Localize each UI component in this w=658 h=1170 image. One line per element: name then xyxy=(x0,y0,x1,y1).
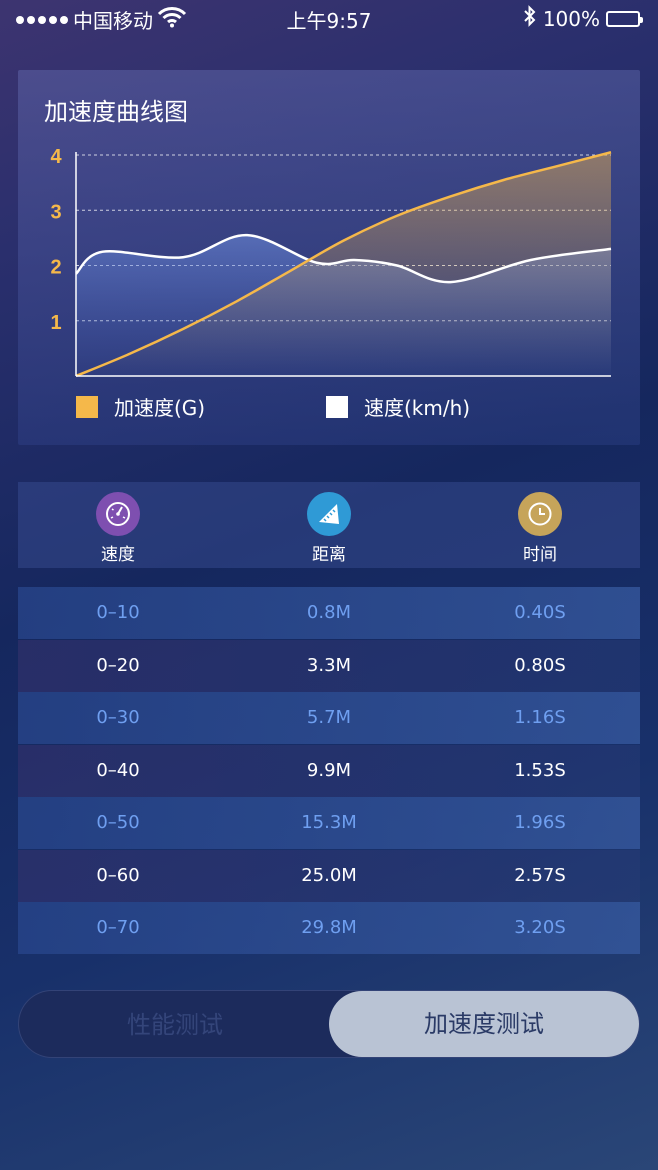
table-row: 0–70 29.8M 3.20S xyxy=(18,902,640,954)
tab-time[interactable]: 时间 xyxy=(490,492,590,565)
speed-line xyxy=(75,233,612,284)
chart-legend: 加速度(G) 速度(km/h) xyxy=(18,392,640,422)
time-cell: 0.80S xyxy=(514,655,566,676)
acceleration-table: 0–10 0.8M 0.40S 0–20 3.3M 0.80S 0–30 5.7… xyxy=(18,587,640,954)
carrier-name: 中国移动 xyxy=(73,9,153,33)
battery-icon xyxy=(606,10,643,27)
acceleration-area xyxy=(76,152,611,376)
time-cell: 1.53S xyxy=(514,760,566,781)
speed-cell: 0–30 xyxy=(96,707,140,728)
y-tick-label: 3 xyxy=(50,201,61,223)
status-bar: 中国移动 上午9:57 100% xyxy=(0,0,658,36)
distance-cell: 0.8M xyxy=(306,602,352,623)
distance-cell: 5.7M xyxy=(306,707,352,728)
time-cell: 0.40S xyxy=(514,602,566,623)
acceleration-line xyxy=(75,151,612,378)
table-row: 0–50 15.3M 1.96S xyxy=(18,797,640,849)
table-row: 0–30 5.7M 1.16S xyxy=(18,692,640,744)
speed-cell: 0–70 xyxy=(96,917,140,938)
distance-cell: 9.9M xyxy=(306,760,352,781)
time-cell: 1.96S xyxy=(514,812,566,833)
speed-cell: 0–60 xyxy=(96,865,140,886)
time-cell: 1.16S xyxy=(514,707,566,728)
distance-cell: 15.3M xyxy=(301,812,357,833)
speed-cell: 0–20 xyxy=(96,655,140,676)
tab-distance[interactable]: 距离 xyxy=(279,492,379,565)
status-time: 上午9:57 xyxy=(286,9,372,33)
distance-cell: 25.0M xyxy=(301,865,357,886)
speed-cell: 0–10 xyxy=(96,602,140,623)
legend-label-speed: 速度(km/h) xyxy=(364,396,471,420)
time-cell: 2.57S xyxy=(514,865,566,886)
speed-cell: 0–40 xyxy=(96,760,140,781)
legend-swatch-speed xyxy=(326,395,348,418)
legend-label-acceleration: 加速度(G) xyxy=(114,396,206,420)
test-mode-segmented-control: 性能测试 加速度测试 xyxy=(18,990,640,1058)
chart-title: 加速度曲线图 xyxy=(44,98,188,126)
table-row: 0–40 9.9M 1.53S xyxy=(18,745,640,797)
tab-speed[interactable]: 速度 xyxy=(68,492,168,565)
acceleration-chart-card: 加速度曲线图 1 2 3 4 加速度(G) 速度(km/h) xyxy=(18,70,640,445)
acceleration-test-button[interactable]: 加速度测试 xyxy=(329,991,639,1057)
speedometer-icon xyxy=(96,492,140,536)
speed-cell: 0–50 xyxy=(96,812,140,833)
ruler-icon xyxy=(307,492,351,536)
performance-test-button[interactable]: 性能测试 xyxy=(127,1011,223,1039)
table-row: 0–60 25.0M 2.57S xyxy=(18,850,640,902)
legend-item-speed: 速度(km/h) xyxy=(326,392,470,421)
clock-icon xyxy=(518,492,562,536)
signal-strength-icon xyxy=(16,15,68,24)
legend-item-acceleration: 加速度(G) xyxy=(76,392,205,421)
status-right: 100% xyxy=(523,5,643,32)
wifi-icon xyxy=(157,6,187,33)
bluetooth-icon xyxy=(523,5,537,32)
distance-cell: 3.3M xyxy=(306,655,352,676)
metric-header-bar: 速度 距离 时间 xyxy=(18,482,640,568)
status-left: 中国移动 xyxy=(16,5,187,34)
table-row: 0–20 3.3M 0.80S xyxy=(18,640,640,692)
y-tick-label: 2 xyxy=(50,257,61,279)
acceleration-chart: 1 2 3 4 xyxy=(50,146,612,378)
y-tick-label: 1 xyxy=(50,312,61,334)
tab-time-label: 时间 xyxy=(523,545,557,565)
tab-distance-label: 距离 xyxy=(312,545,346,565)
tab-speed-label: 速度 xyxy=(101,545,135,565)
table-row: 0–10 0.8M 0.40S xyxy=(18,587,640,639)
battery-percent: 100% xyxy=(542,6,600,31)
distance-cell: 29.8M xyxy=(301,917,357,938)
legend-swatch-acceleration xyxy=(76,395,98,418)
time-cell: 3.20S xyxy=(514,917,566,938)
y-tick-label: 4 xyxy=(50,146,62,168)
